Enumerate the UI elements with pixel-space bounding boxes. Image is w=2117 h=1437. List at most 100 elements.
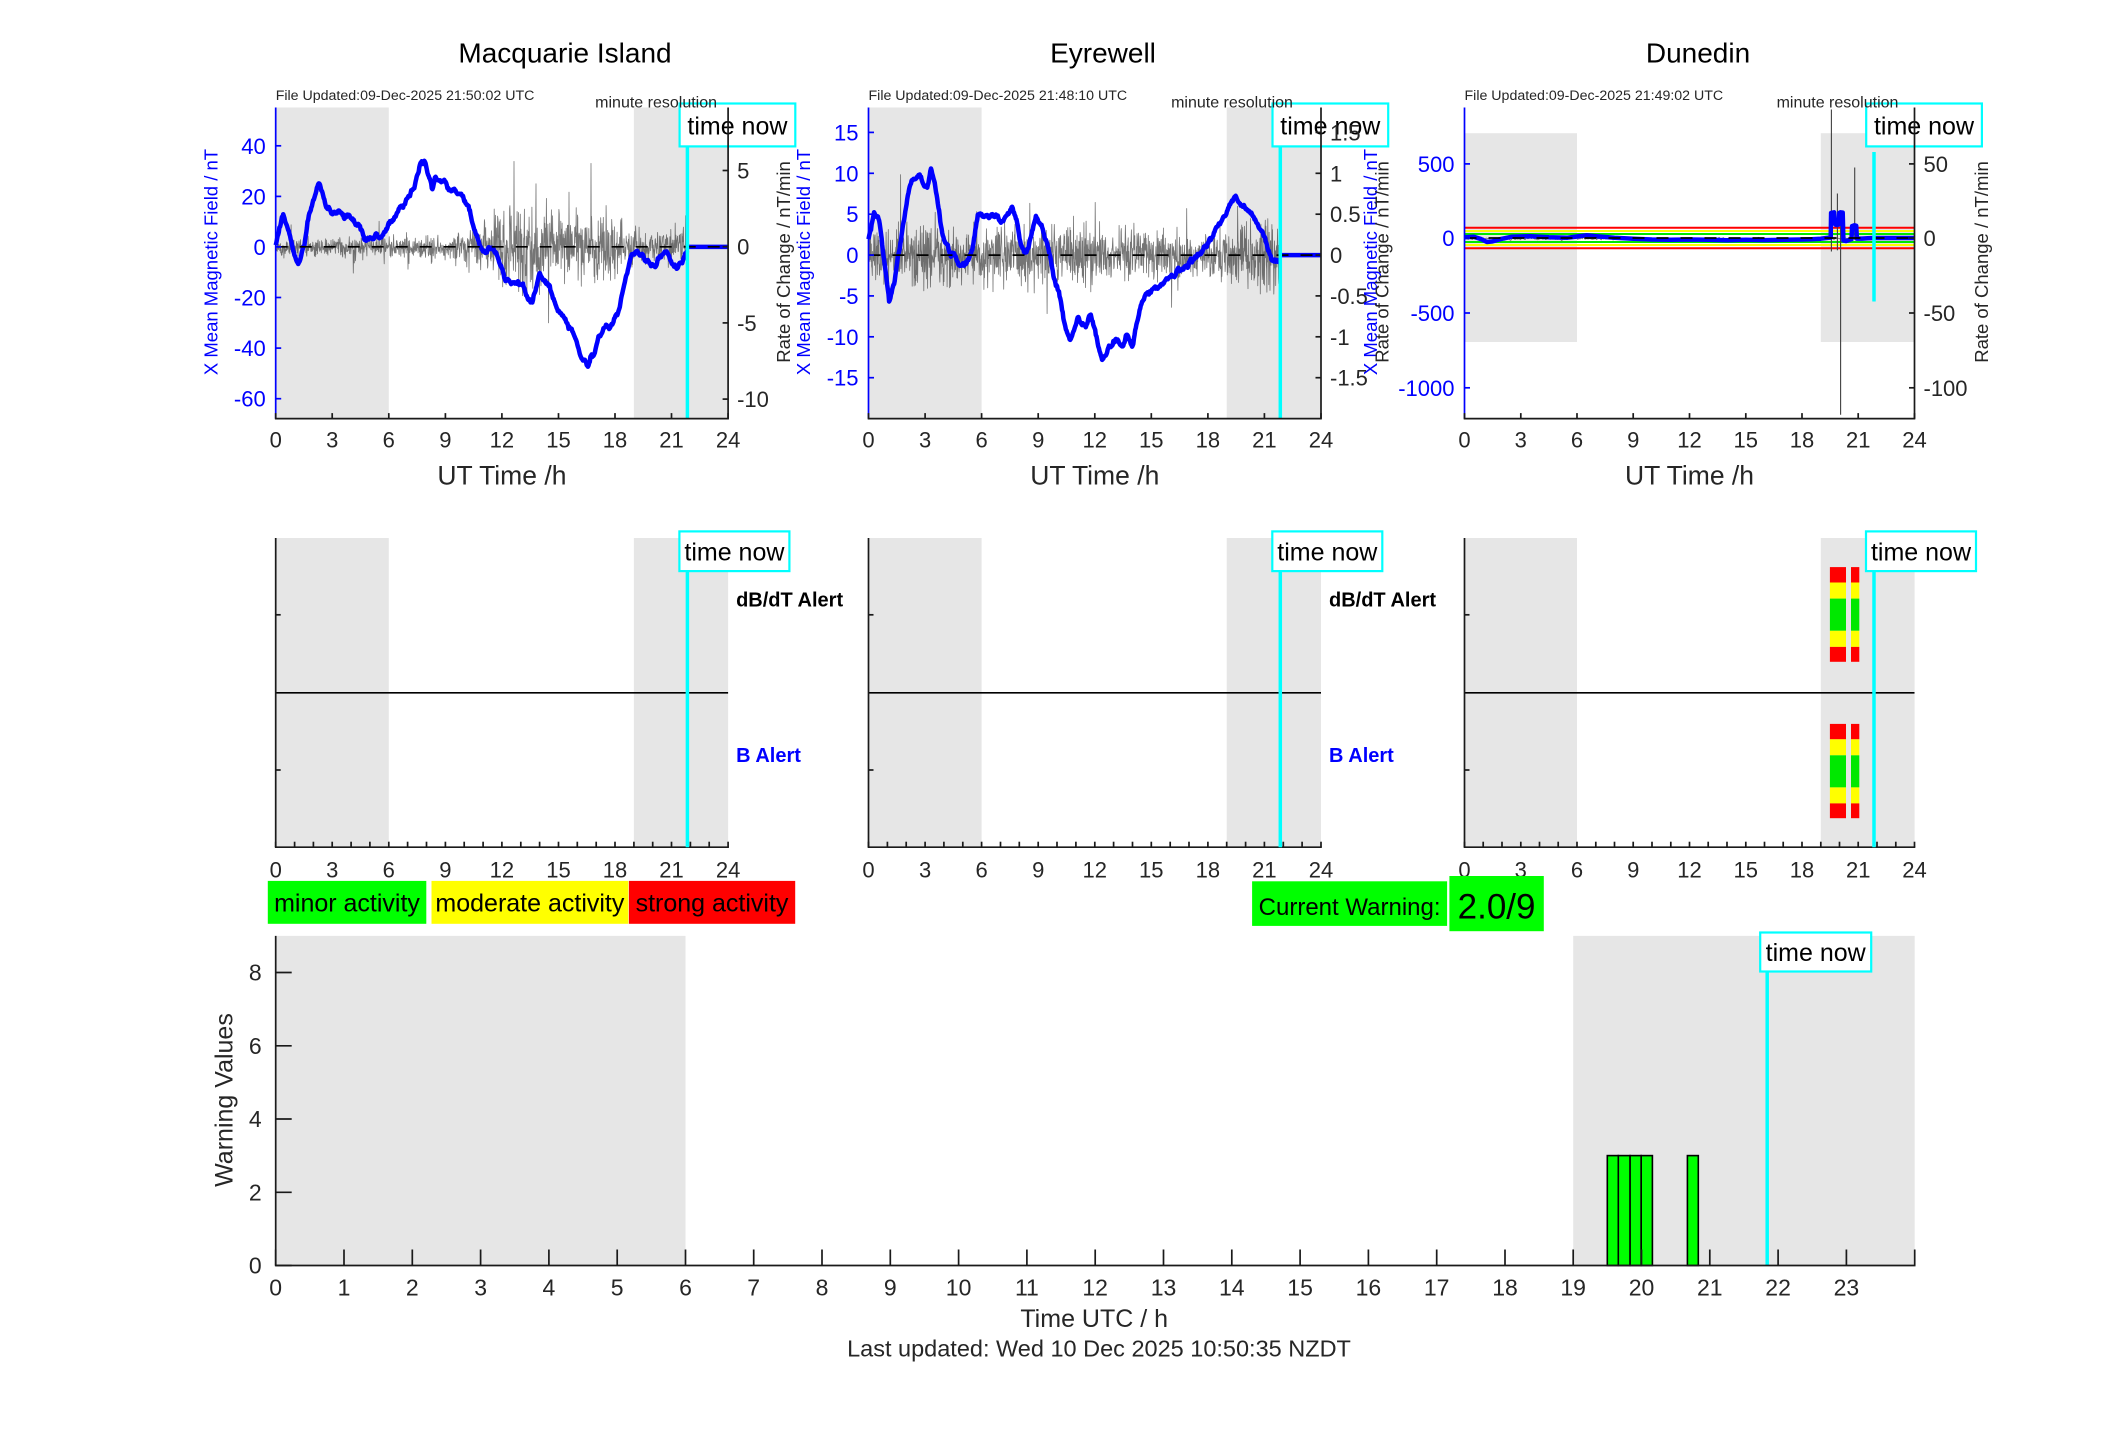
svg-text:15: 15 [1287, 1275, 1313, 1301]
svg-text:9: 9 [439, 858, 451, 883]
svg-text:Eyrewell: Eyrewell [1050, 38, 1156, 69]
svg-text:9: 9 [1032, 858, 1044, 883]
svg-text:X Mean Magnetic Field / nT: X Mean Magnetic Field / nT [201, 149, 222, 375]
svg-text:strong activity: strong activity [636, 889, 789, 917]
svg-text:17: 17 [1424, 1275, 1450, 1301]
svg-text:21: 21 [1846, 427, 1870, 452]
svg-text:18: 18 [1196, 858, 1220, 883]
svg-text:14: 14 [1219, 1275, 1245, 1301]
svg-text:6: 6 [1571, 858, 1583, 883]
svg-text:1.5: 1.5 [1330, 120, 1361, 145]
svg-text:24: 24 [716, 858, 740, 883]
svg-text:21: 21 [1846, 858, 1870, 883]
svg-text:File Updated:09-Dec-2025 21:50: File Updated:09-Dec-2025 21:50:02 UTC [276, 88, 535, 104]
svg-text:3: 3 [919, 427, 931, 452]
svg-text:9: 9 [439, 427, 451, 452]
svg-text:-5: -5 [839, 284, 859, 309]
svg-text:15: 15 [834, 120, 858, 145]
svg-text:16: 16 [1356, 1275, 1382, 1301]
svg-text:0: 0 [270, 858, 282, 883]
svg-text:6: 6 [383, 858, 395, 883]
svg-text:15: 15 [1734, 427, 1758, 452]
svg-text:12: 12 [1082, 1275, 1108, 1301]
svg-text:time now: time now [1871, 538, 1972, 566]
svg-text:X Mean Magnetic Field / nT: X Mean Magnetic Field / nT [1360, 149, 1381, 375]
svg-text:21: 21 [1252, 427, 1276, 452]
svg-text:5: 5 [737, 159, 749, 184]
svg-text:3: 3 [326, 427, 338, 452]
svg-text:5: 5 [611, 1275, 624, 1301]
svg-text:-0.5: -0.5 [1330, 284, 1368, 309]
svg-text:6: 6 [1571, 427, 1583, 452]
svg-text:0: 0 [269, 1275, 282, 1301]
svg-text:-20: -20 [234, 286, 266, 311]
svg-text:18: 18 [1196, 427, 1220, 452]
svg-text:0.5: 0.5 [1330, 202, 1361, 227]
svg-text:50: 50 [1924, 152, 1948, 177]
svg-text:6: 6 [975, 427, 987, 452]
svg-text:3: 3 [919, 858, 931, 883]
svg-text:8: 8 [249, 960, 262, 986]
svg-text:minute resolution: minute resolution [1777, 95, 1899, 112]
svg-text:B Alert: B Alert [736, 745, 801, 767]
svg-text:23: 23 [1834, 1275, 1860, 1301]
svg-text:UT Time /h: UT Time /h [1030, 461, 1159, 491]
svg-text:22: 22 [1765, 1275, 1791, 1301]
svg-text:Rate of Change / nT/min: Rate of Change / nT/min [1372, 161, 1393, 363]
svg-text:0: 0 [1924, 226, 1936, 251]
svg-text:time now: time now [1277, 538, 1378, 566]
svg-text:-5: -5 [737, 311, 757, 336]
svg-text:18: 18 [1790, 858, 1814, 883]
svg-text:-10: -10 [737, 387, 769, 412]
svg-text:12: 12 [1677, 427, 1701, 452]
svg-text:Dunedin: Dunedin [1646, 38, 1750, 69]
svg-text:18: 18 [603, 427, 627, 452]
svg-text:40: 40 [241, 134, 265, 159]
svg-text:5: 5 [846, 202, 858, 227]
svg-text:1: 1 [338, 1275, 351, 1301]
svg-text:0: 0 [253, 235, 265, 260]
svg-text:UT Time /h: UT Time /h [437, 461, 566, 491]
svg-text:UT Time /h: UT Time /h [1625, 461, 1754, 491]
svg-text:dB/dT Alert: dB/dT Alert [736, 590, 843, 612]
svg-text:-1: -1 [1330, 325, 1350, 350]
svg-text:minute resolution: minute resolution [1171, 95, 1293, 112]
svg-text:24: 24 [1902, 858, 1926, 883]
svg-text:Warning Values: Warning Values [211, 1013, 239, 1187]
svg-text:3: 3 [1515, 427, 1527, 452]
svg-text:0: 0 [862, 427, 874, 452]
svg-text:2: 2 [406, 1275, 419, 1301]
svg-text:0: 0 [862, 858, 874, 883]
svg-text:24: 24 [716, 427, 740, 452]
svg-text:9: 9 [1627, 858, 1639, 883]
svg-text:500: 500 [1418, 152, 1455, 177]
svg-text:0: 0 [1458, 427, 1470, 452]
svg-text:20: 20 [1629, 1275, 1655, 1301]
svg-text:20: 20 [241, 184, 265, 209]
svg-text:minor activity: minor activity [274, 889, 420, 917]
svg-text:Last updated: Wed 10 Dec 2025: Last updated: Wed 10 Dec 2025 10:50:35 N… [847, 1336, 1351, 1362]
svg-text:15: 15 [1139, 858, 1163, 883]
svg-text:24: 24 [1309, 858, 1333, 883]
svg-text:0: 0 [846, 243, 858, 268]
svg-text:13: 13 [1151, 1275, 1177, 1301]
svg-text:15: 15 [1734, 858, 1758, 883]
svg-text:Rate of Change / nT/min: Rate of Change / nT/min [1971, 161, 1992, 363]
svg-text:9: 9 [884, 1275, 897, 1301]
svg-text:24: 24 [1902, 427, 1926, 452]
svg-text:time now: time now [1280, 113, 1381, 141]
svg-text:3: 3 [474, 1275, 487, 1301]
svg-text:3: 3 [326, 858, 338, 883]
svg-text:-500: -500 [1410, 301, 1454, 326]
svg-text:8: 8 [816, 1275, 829, 1301]
svg-text:10: 10 [834, 161, 858, 186]
svg-text:6: 6 [249, 1033, 262, 1059]
svg-text:minute resolution: minute resolution [595, 95, 717, 112]
svg-text:time now: time now [1766, 939, 1867, 967]
svg-text:1: 1 [1330, 161, 1342, 186]
svg-text:18: 18 [603, 858, 627, 883]
svg-text:12: 12 [1083, 427, 1107, 452]
svg-text:9: 9 [1032, 427, 1044, 452]
svg-text:-100: -100 [1924, 376, 1968, 401]
svg-text:12: 12 [1083, 858, 1107, 883]
